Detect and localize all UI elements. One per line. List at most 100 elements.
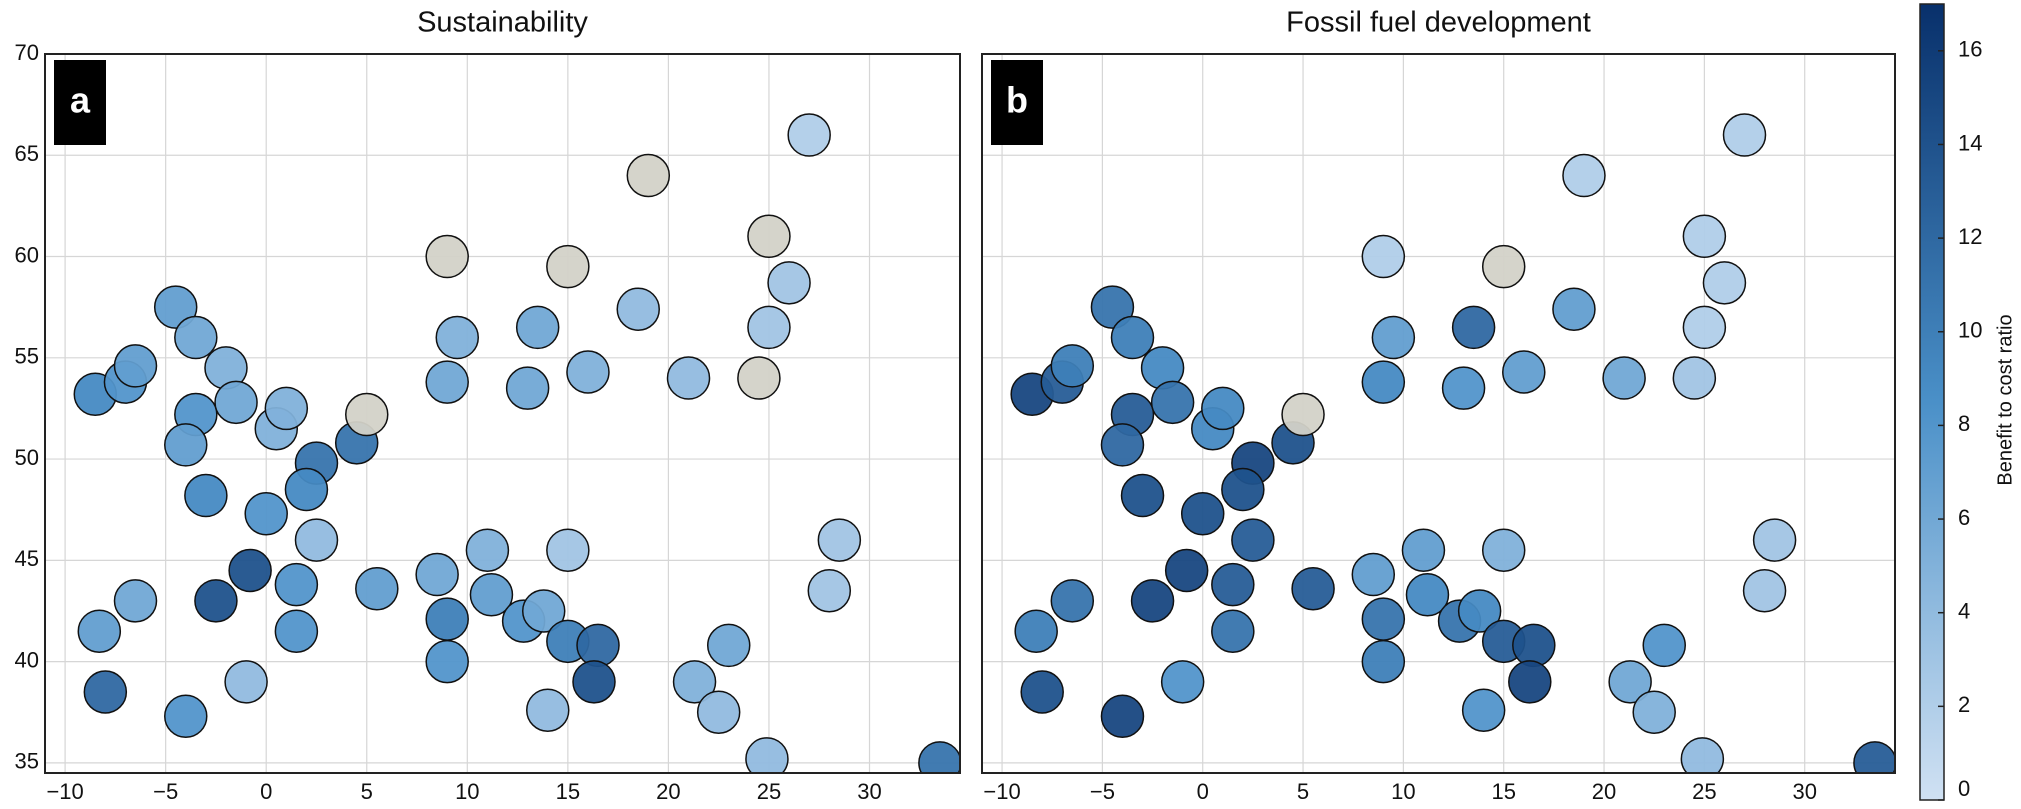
panel-title: Sustainability: [417, 7, 588, 39]
region: [1457, 589, 1502, 633]
region: [113, 344, 158, 388]
region: [1361, 639, 1406, 684]
x-tick-label: 25: [757, 779, 781, 804]
colorbar-tick-label: 4: [1958, 599, 1970, 624]
region: [1361, 234, 1406, 279]
x-tick-label: 5: [361, 779, 373, 804]
colorbar-tick-label: 6: [1958, 505, 1970, 530]
x-tick-label: 0: [260, 779, 272, 804]
region: [1020, 670, 1064, 714]
region: [616, 287, 660, 331]
colorbar-label: Benefit to cost ratio: [1994, 314, 2016, 485]
region: [1351, 552, 1396, 597]
region: [1050, 344, 1095, 388]
x-tick-label: 20: [656, 779, 680, 804]
region: [1401, 528, 1446, 572]
panel-title: Fossil fuel development: [1286, 7, 1591, 39]
region: [77, 609, 122, 653]
region: [1742, 568, 1787, 613]
colorbar-tick-label: 0: [1958, 776, 1970, 801]
region: [1552, 287, 1596, 331]
region: [1120, 473, 1165, 518]
region: [1110, 315, 1155, 360]
region: [807, 568, 852, 613]
x-tick-label: 10: [455, 779, 479, 804]
region: [1361, 597, 1406, 641]
region: [1451, 305, 1496, 350]
x-tick-label: 5: [1297, 779, 1309, 804]
region: [1702, 261, 1747, 305]
region: [1441, 366, 1486, 410]
region: [228, 548, 272, 593]
region: [696, 690, 741, 734]
region: [425, 597, 469, 641]
region: [1211, 609, 1255, 653]
region: [224, 660, 268, 704]
region: [745, 737, 789, 773]
region: [747, 305, 791, 350]
region: [1682, 214, 1727, 259]
x-tick-label: −5: [153, 779, 178, 804]
region: [1672, 356, 1717, 400]
region: [425, 234, 469, 279]
y-tick-label: 65: [15, 141, 39, 166]
colorbar-tick-label: 2: [1958, 692, 1970, 717]
region: [737, 356, 781, 400]
region: [1014, 609, 1058, 653]
colorbar-tick-label: 14: [1958, 130, 1982, 155]
x-tick-label: 15: [1491, 779, 1515, 804]
region: [525, 688, 570, 732]
region: [1150, 380, 1195, 425]
region: [666, 356, 711, 400]
panel-label: b: [1006, 80, 1028, 121]
panel-label-box: [991, 60, 1043, 145]
x-tick-label: −10: [46, 779, 83, 804]
region: [1853, 741, 1895, 773]
region: [284, 467, 329, 512]
region: [1405, 573, 1450, 617]
x-tick-label: 10: [1391, 779, 1415, 804]
region: [918, 741, 960, 773]
x-tick-label: 20: [1592, 779, 1616, 804]
region: [1180, 492, 1225, 536]
region: [1164, 548, 1209, 593]
region: [787, 113, 831, 157]
region: [1481, 528, 1526, 572]
region: [706, 623, 751, 668]
region: [83, 670, 128, 714]
region: [576, 623, 620, 668]
y-tick-label: 45: [15, 546, 39, 571]
colorbar: [1919, 3, 1945, 801]
region: [164, 694, 208, 739]
x-tick-label: −5: [1090, 779, 1115, 804]
region: [1281, 392, 1325, 437]
panel-label-box: [54, 60, 106, 145]
region: [1602, 356, 1646, 400]
region: [546, 528, 590, 572]
region: [1502, 350, 1546, 394]
y-tick-label: 55: [15, 344, 39, 369]
region: [1481, 244, 1526, 289]
region: [264, 386, 309, 431]
region: [1461, 688, 1506, 732]
region: [174, 315, 218, 360]
region: [1642, 623, 1686, 668]
x-tick-label: 0: [1197, 779, 1209, 804]
region: [1508, 660, 1552, 704]
region: [1291, 566, 1335, 611]
region: [244, 492, 288, 536]
plot-frame: [981, 53, 1896, 774]
region: [164, 423, 208, 467]
region: [546, 244, 590, 289]
region: [1050, 579, 1095, 623]
region: [1361, 360, 1406, 404]
region: [1752, 518, 1797, 562]
region: [435, 315, 480, 360]
region: [626, 153, 671, 198]
region: [505, 366, 550, 410]
region: [294, 518, 339, 562]
region: [425, 360, 469, 404]
region: [1090, 285, 1135, 329]
regions: [1010, 113, 1895, 773]
